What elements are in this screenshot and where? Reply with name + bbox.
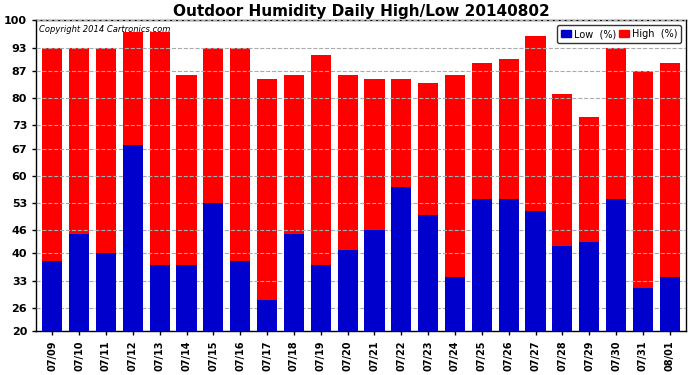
Bar <box>150 32 170 331</box>
Text: Copyright 2014 Cartronics.com: Copyright 2014 Cartronics.com <box>39 25 171 34</box>
Bar <box>96 254 116 331</box>
Bar <box>310 55 331 331</box>
Bar <box>579 242 599 331</box>
Bar <box>337 250 357 331</box>
Bar <box>418 214 438 331</box>
Title: Outdoor Humidity Daily High/Low 20140802: Outdoor Humidity Daily High/Low 20140802 <box>172 4 549 19</box>
Bar <box>606 48 626 331</box>
Bar <box>472 63 492 331</box>
Bar <box>364 79 384 331</box>
Bar <box>418 82 438 331</box>
Bar <box>177 75 197 331</box>
Bar <box>177 265 197 331</box>
Bar <box>633 71 653 331</box>
Legend: Low  (%), High  (%): Low (%), High (%) <box>558 25 681 43</box>
Bar <box>204 48 224 331</box>
Bar <box>257 79 277 331</box>
Bar <box>42 261 62 331</box>
Bar <box>526 36 546 331</box>
Bar <box>445 75 465 331</box>
Bar <box>284 234 304 331</box>
Bar <box>552 94 573 331</box>
Bar <box>472 199 492 331</box>
Bar <box>391 79 411 331</box>
Bar <box>660 277 680 331</box>
Bar <box>526 211 546 331</box>
Bar <box>123 145 143 331</box>
Bar <box>150 265 170 331</box>
Bar <box>230 48 250 331</box>
Bar <box>310 265 331 331</box>
Bar <box>499 199 519 331</box>
Bar <box>204 203 224 331</box>
Bar <box>96 48 116 331</box>
Bar <box>660 63 680 331</box>
Bar <box>364 230 384 331</box>
Bar <box>69 48 89 331</box>
Bar <box>445 277 465 331</box>
Bar <box>69 234 89 331</box>
Bar <box>123 32 143 331</box>
Bar <box>391 188 411 331</box>
Bar <box>579 117 599 331</box>
Bar <box>552 246 573 331</box>
Bar <box>606 199 626 331</box>
Bar <box>284 75 304 331</box>
Bar <box>633 288 653 331</box>
Bar <box>257 300 277 331</box>
Bar <box>230 261 250 331</box>
Bar <box>499 59 519 331</box>
Bar <box>42 48 62 331</box>
Bar <box>337 75 357 331</box>
